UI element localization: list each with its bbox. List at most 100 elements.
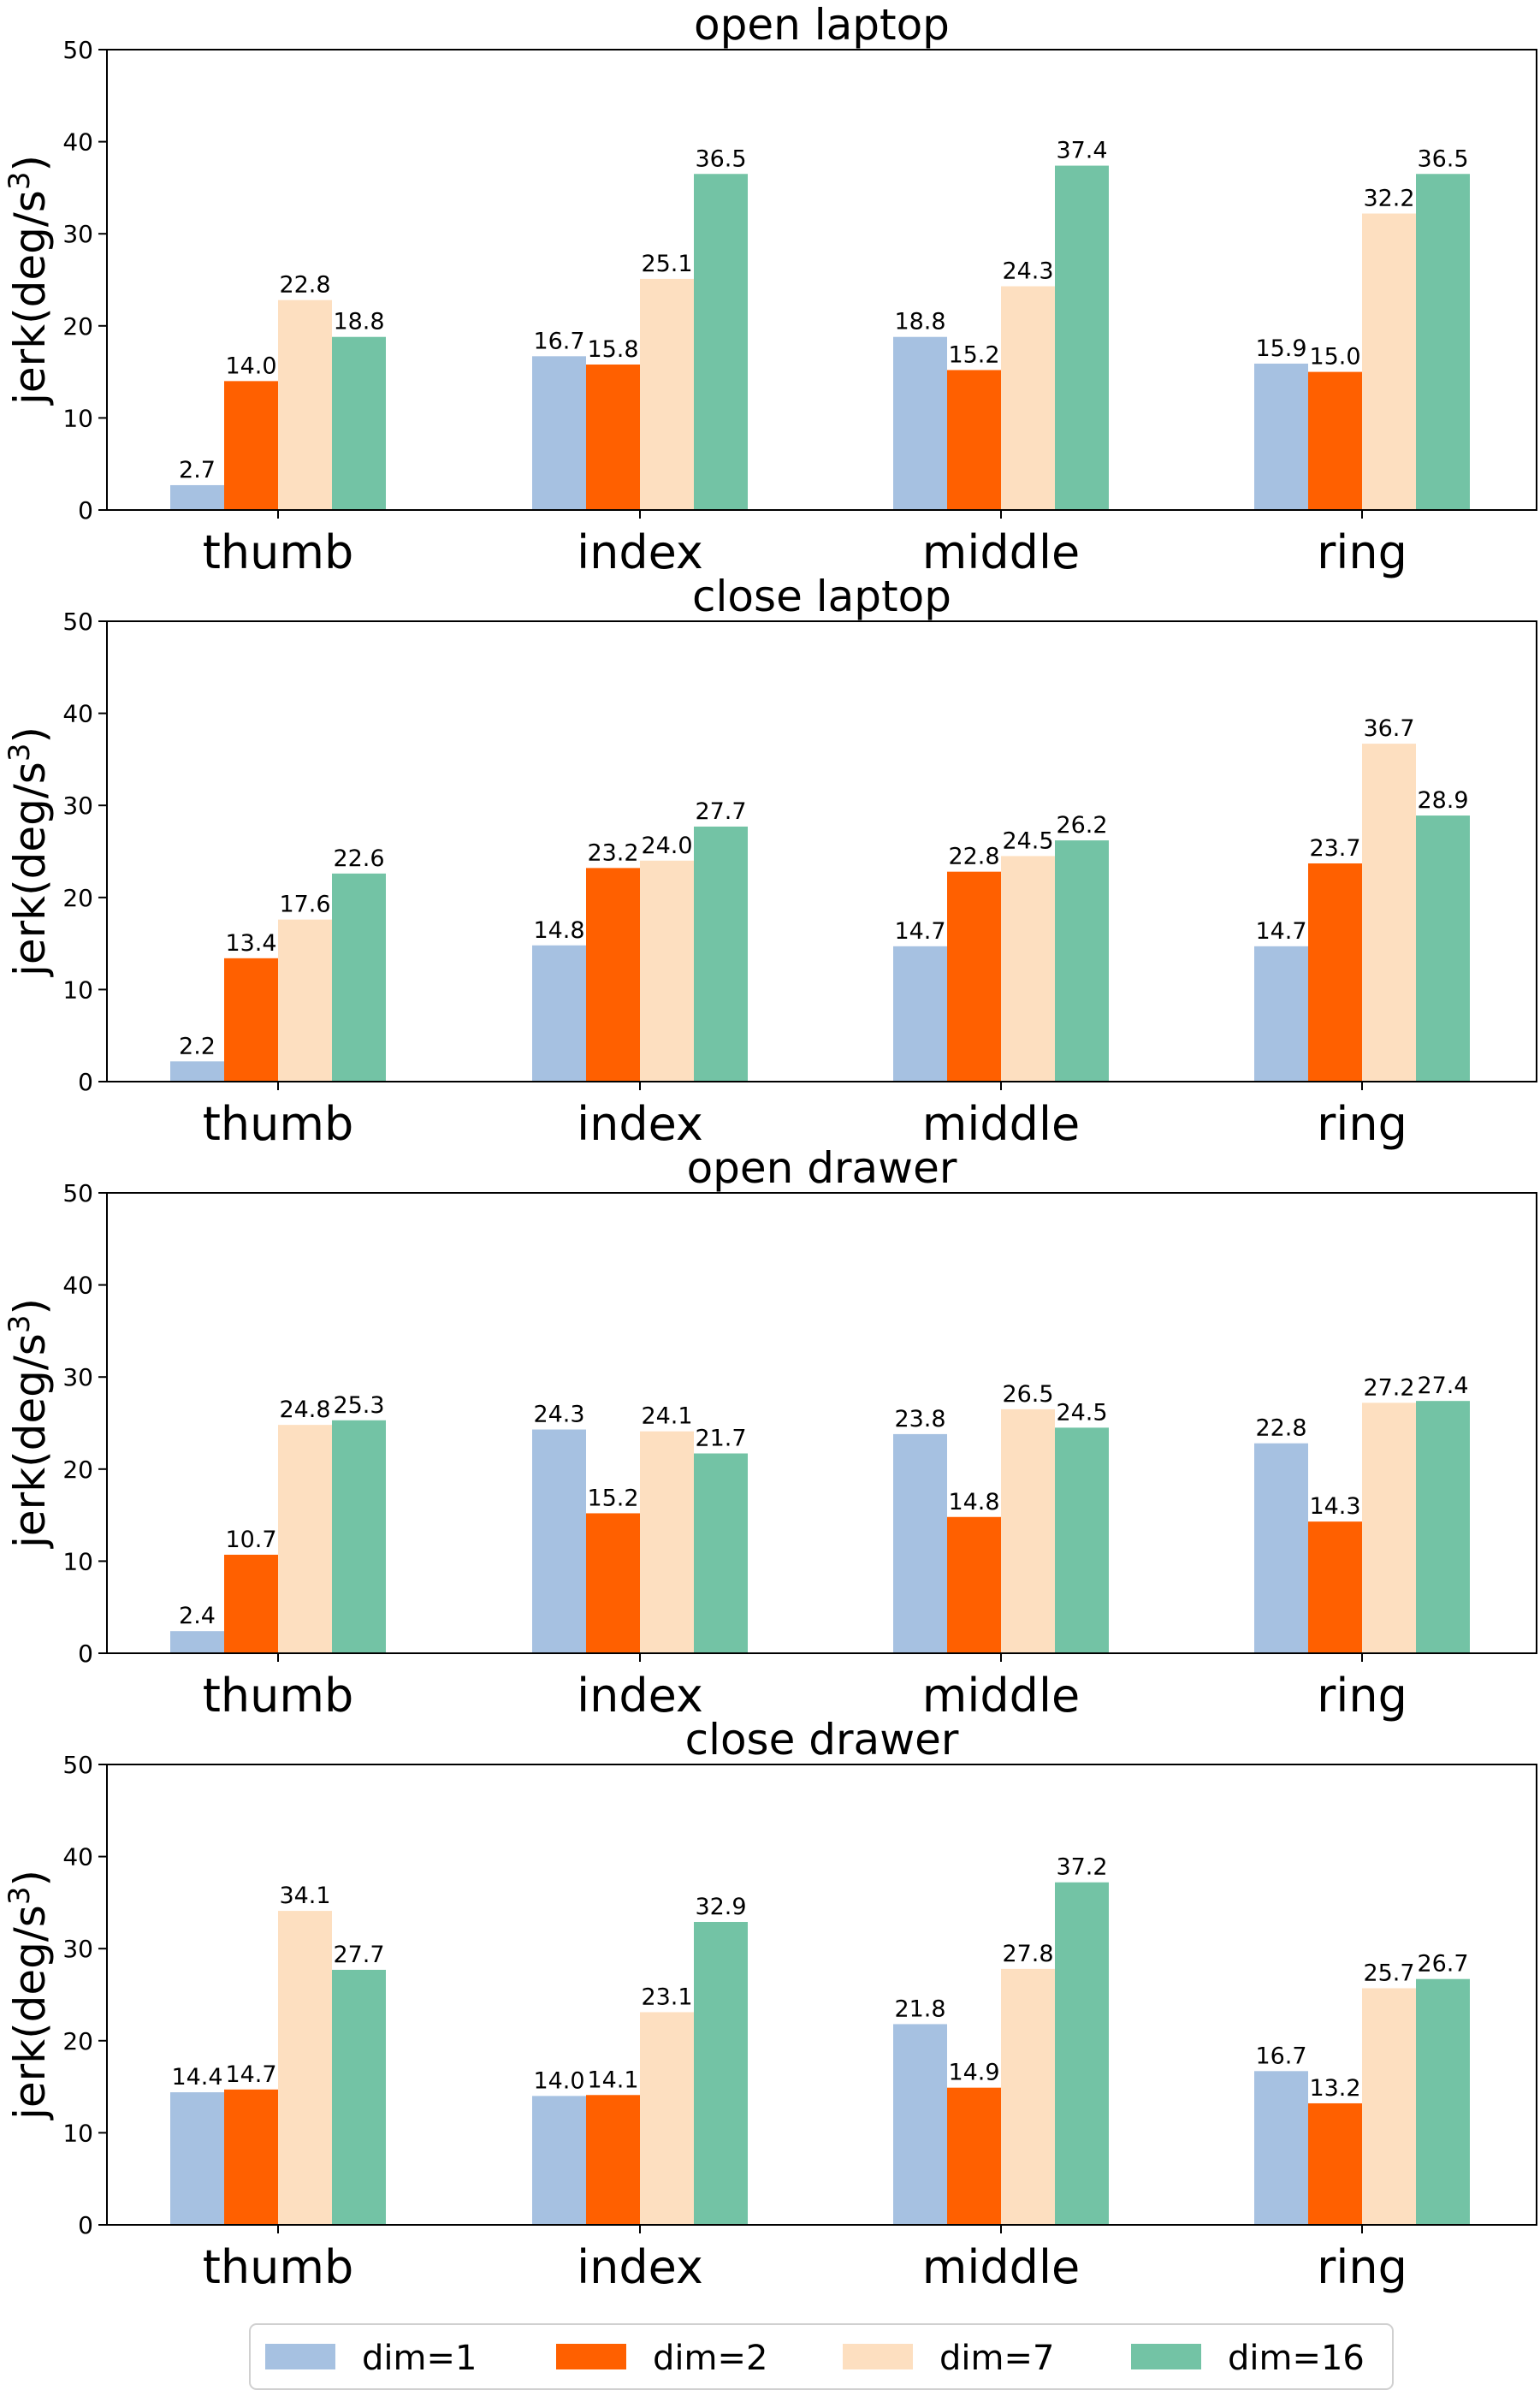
data-label-ring-dim-7: 32.2: [1363, 186, 1414, 212]
data-label-thumb-dim-2: 10.7: [225, 1527, 276, 1553]
bar-index-dim-1: [532, 945, 586, 1082]
data-label-thumb-dim-7: 24.8: [279, 1397, 330, 1423]
data-label-index-dim-7: 25.1: [641, 251, 692, 277]
data-label-thumb-dim-2: 14.7: [225, 2061, 276, 2088]
data-label-thumb-dim-16: 27.7: [333, 1942, 384, 1968]
x-tick-label: index: [577, 1097, 703, 1151]
data-label-thumb-dim-1: 2.2: [179, 1033, 216, 1059]
legend-swatch-dim-2: [556, 2344, 626, 2369]
y-axis-label: jerk(deg/s3): [3, 155, 55, 406]
chart-title: open drawer: [687, 1143, 957, 1193]
x-tick-label: thumb: [203, 2240, 354, 2294]
bar-index-dim-7: [640, 278, 694, 510]
y-axis-label-text: jerk(deg/s: [5, 1333, 55, 1549]
bar-middle-dim-16: [1055, 1427, 1109, 1653]
y-tick-label: 0: [78, 2211, 93, 2239]
bar-middle-dim-7: [1001, 286, 1055, 510]
bar-index-dim-16: [694, 1921, 748, 2225]
y-axis-label-close: ): [5, 1298, 55, 1315]
chart-title: close drawer: [685, 1715, 959, 1764]
data-label-ring-dim-2: 13.2: [1309, 2075, 1360, 2102]
bar-middle-dim-1: [893, 1433, 947, 1653]
bar-middle-dim-16: [1055, 1882, 1109, 2225]
bar-thumb-dim-7: [278, 300, 332, 510]
plot-frame: [106, 620, 1537, 1082]
bar-index-dim-7: [640, 2012, 694, 2225]
bar-middle-dim-2: [947, 871, 1001, 1082]
plot-frame: [106, 1764, 1537, 2226]
bar-ring-dim-7: [1362, 1403, 1416, 1653]
y-tick-label: 30: [62, 792, 93, 820]
bar-middle-dim-2: [947, 1516, 1001, 1653]
data-label-thumb-dim-7: 17.6: [279, 892, 330, 918]
data-label-thumb-dim-1: 14.4: [171, 2064, 222, 2091]
bar-middle-dim-1: [893, 2024, 947, 2225]
y-tick-label: 40: [62, 128, 93, 157]
bar-index-dim-2: [586, 364, 640, 510]
x-tick-label: middle: [922, 1097, 1080, 1151]
bar-ring-dim-16: [1416, 1401, 1470, 1653]
data-label-ring-dim-1: 15.9: [1255, 335, 1306, 362]
data-label-middle-dim-1: 21.8: [894, 1996, 945, 2022]
bar-middle-dim-16: [1055, 840, 1109, 1082]
x-tick-label: thumb: [203, 1669, 354, 1723]
y-axis-label-close: ): [5, 155, 55, 172]
data-label-thumb-dim-16: 25.3: [333, 1392, 384, 1419]
legend-label-dim-16: dim=16: [1228, 2339, 1365, 2378]
bar-thumb-dim-1: [170, 1061, 224, 1082]
y-axis-label-exponent: 3: [3, 744, 37, 762]
bar-index-dim-16: [694, 826, 748, 1082]
y-tick-label: 0: [78, 496, 93, 525]
bar-ring-dim-2: [1308, 863, 1362, 1082]
y-axis-label-close: ): [5, 727, 55, 744]
y-axis-label-text: jerk(deg/s: [5, 190, 55, 406]
legend-label-dim-2: dim=2: [653, 2339, 767, 2378]
bar-index-dim-2: [586, 2095, 640, 2225]
data-label-thumb-dim-1: 2.7: [179, 457, 216, 483]
data-label-index-dim-7: 24.1: [641, 1403, 692, 1430]
y-axis-label-text: jerk(deg/s: [5, 1905, 55, 2120]
bar-thumb-dim-7: [278, 1425, 332, 1653]
bar-middle-dim-7: [1001, 856, 1055, 1082]
bar-index-dim-2: [586, 868, 640, 1082]
y-tick-label: 50: [62, 1179, 93, 1207]
bar-thumb-dim-2: [224, 1554, 278, 1653]
bar-ring-dim-1: [1254, 2071, 1308, 2225]
data-label-middle-dim-7: 27.8: [1002, 1941, 1053, 1967]
bar-ring-dim-2: [1308, 2102, 1362, 2225]
data-label-ring-dim-16: 26.7: [1417, 1951, 1468, 1978]
bar-index-dim-2: [586, 1513, 640, 1653]
data-label-ring-dim-2: 23.7: [1309, 835, 1360, 862]
data-label-thumb-dim-2: 13.4: [225, 930, 276, 957]
y-axis-label: jerk(deg/s3): [3, 1298, 55, 1549]
bar-index-dim-7: [640, 860, 694, 1082]
data-label-ring-dim-16: 36.5: [1417, 145, 1468, 172]
data-label-middle-dim-2: 15.2: [948, 341, 999, 368]
data-label-middle-dim-16: 24.5: [1056, 1399, 1107, 1426]
x-tick-label: middle: [922, 2240, 1080, 2294]
data-label-index-dim-16: 36.5: [695, 145, 746, 172]
x-tick-label: middle: [922, 1669, 1080, 1723]
bar-middle-dim-1: [893, 336, 947, 510]
data-label-middle-dim-1: 23.8: [894, 1406, 945, 1432]
x-tick-label: index: [577, 525, 703, 579]
data-label-middle-dim-7: 24.3: [1002, 258, 1053, 285]
data-label-index-dim-2: 15.2: [587, 1485, 638, 1511]
data-label-index-dim-7: 23.1: [641, 1984, 692, 2010]
data-label-middle-dim-7: 26.5: [1002, 1381, 1053, 1408]
bar-ring-dim-2: [1308, 371, 1362, 510]
bar-thumb-dim-1: [170, 484, 224, 510]
bar-index-dim-16: [694, 1453, 748, 1653]
data-label-index-dim-2: 14.1: [587, 2067, 638, 2093]
legend-label-dim-1: dim=1: [362, 2339, 477, 2378]
bar-index-dim-1: [532, 356, 586, 510]
y-tick-label: 10: [62, 1547, 93, 1575]
y-tick-label: 30: [62, 220, 93, 248]
bar-middle-dim-7: [1001, 1409, 1055, 1653]
bar-thumb-dim-16: [332, 1420, 386, 1653]
y-tick-label: 50: [62, 608, 93, 636]
chart-panel-close-laptop: close laptop jerk(deg/s3) 0 10 20 30 40 50 2.2 14…: [3, 572, 1537, 1151]
x-tick-label: ring: [1317, 525, 1407, 579]
bar-middle-dim-2: [947, 370, 1001, 510]
data-label-ring-dim-7: 36.7: [1363, 715, 1414, 742]
